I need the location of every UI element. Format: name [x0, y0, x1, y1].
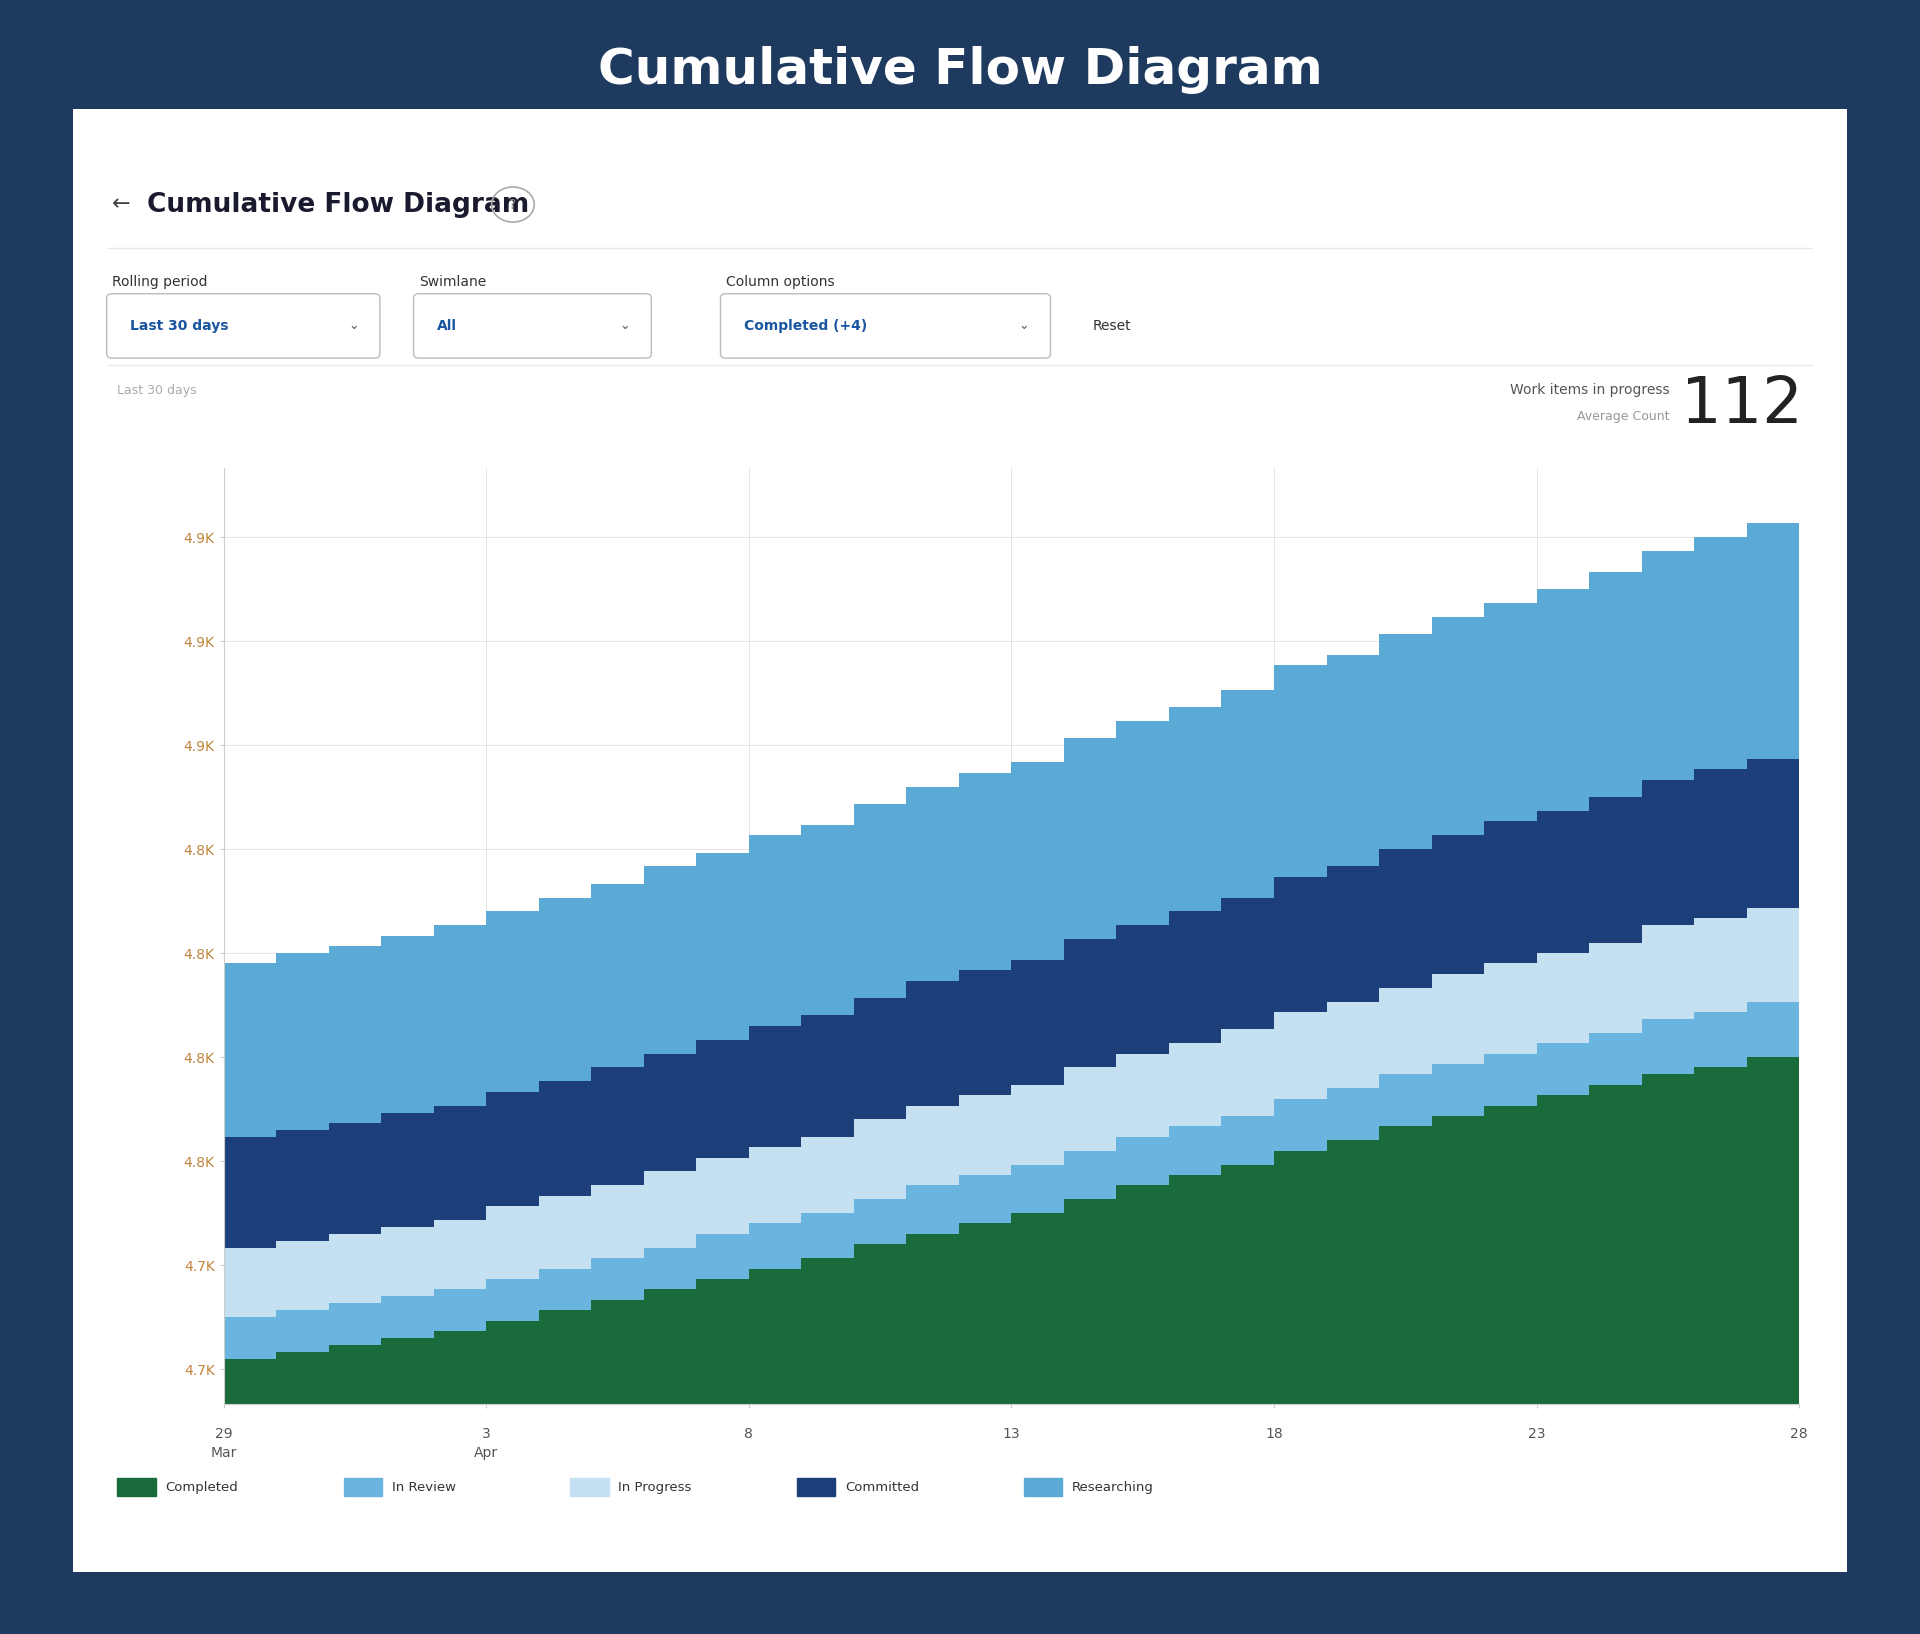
Text: 3: 3	[482, 1426, 492, 1441]
Text: Last 30 days: Last 30 days	[131, 319, 228, 333]
Text: 8: 8	[745, 1426, 753, 1441]
Text: Swimlane: Swimlane	[419, 275, 486, 289]
Text: 18: 18	[1265, 1426, 1283, 1441]
Text: Cumulative Flow Diagram: Cumulative Flow Diagram	[148, 191, 530, 217]
Text: ?: ?	[509, 198, 516, 211]
Text: In Review: In Review	[392, 1480, 455, 1493]
FancyBboxPatch shape	[63, 103, 1857, 1578]
Text: 29: 29	[215, 1426, 232, 1441]
Text: ⌄: ⌄	[348, 319, 359, 332]
Text: 112: 112	[1680, 374, 1803, 436]
Text: All: All	[436, 319, 457, 333]
Text: Completed: Completed	[165, 1480, 238, 1493]
FancyBboxPatch shape	[108, 294, 380, 358]
Text: Committed: Committed	[845, 1480, 920, 1493]
FancyBboxPatch shape	[720, 294, 1050, 358]
Text: Researching: Researching	[1071, 1480, 1154, 1493]
FancyBboxPatch shape	[413, 294, 651, 358]
Text: In Progress: In Progress	[618, 1480, 691, 1493]
Text: 28: 28	[1789, 1426, 1809, 1441]
Text: Last 30 days: Last 30 days	[117, 384, 198, 397]
Text: Average Count: Average Count	[1576, 410, 1670, 423]
Text: Reset: Reset	[1092, 319, 1131, 333]
Text: ←: ←	[111, 194, 131, 214]
Text: Column options: Column options	[726, 275, 835, 289]
Text: ⌄: ⌄	[620, 319, 630, 332]
Text: Rolling period: Rolling period	[111, 275, 207, 289]
Text: Mar: Mar	[211, 1446, 236, 1461]
Text: Completed (+4): Completed (+4)	[743, 319, 866, 333]
Text: Cumulative Flow Diagram: Cumulative Flow Diagram	[597, 46, 1323, 95]
Text: ⌄: ⌄	[1020, 319, 1029, 332]
Text: 23: 23	[1528, 1426, 1546, 1441]
Text: Work items in progress: Work items in progress	[1509, 384, 1670, 397]
Text: Apr: Apr	[474, 1446, 499, 1461]
Text: 13: 13	[1002, 1426, 1020, 1441]
